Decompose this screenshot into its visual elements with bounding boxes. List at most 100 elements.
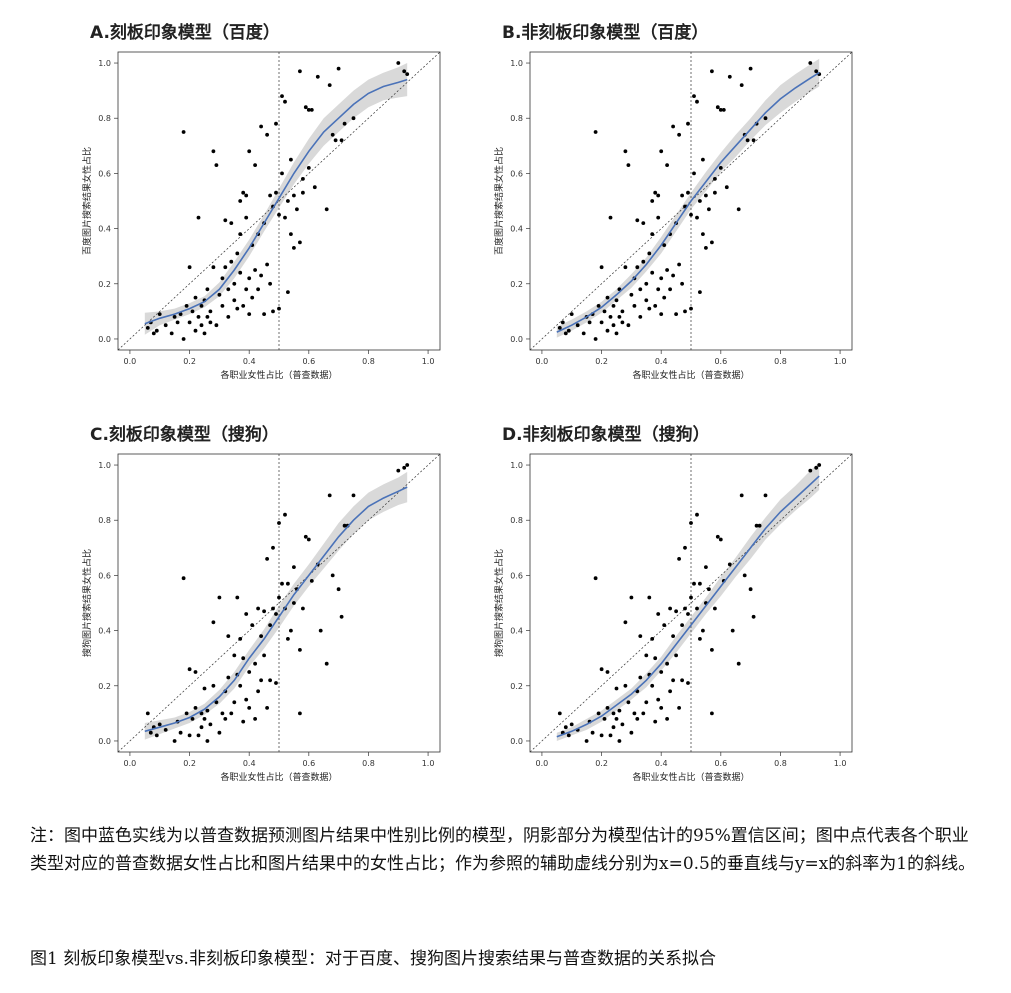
y-tick-label: 1.0 (98, 59, 111, 68)
data-point (763, 116, 768, 121)
data-point (814, 69, 819, 74)
data-point (172, 315, 177, 319)
data-point (286, 637, 290, 641)
data-point (298, 240, 302, 245)
fit-line (144, 78, 408, 325)
data-point (283, 215, 287, 220)
data-point (808, 61, 813, 65)
data-point (265, 132, 269, 137)
data-point (695, 215, 699, 220)
data-point (647, 251, 652, 256)
data-point (402, 465, 407, 470)
data-point (208, 309, 213, 314)
data-point (662, 623, 667, 627)
data-point (683, 606, 687, 611)
data-point (280, 94, 284, 98)
data-point (629, 595, 634, 600)
data-point (157, 722, 162, 727)
y-tick-label: 0.6 (510, 571, 523, 580)
data-point (274, 190, 278, 195)
data-point (680, 623, 684, 627)
chart-panel-a: A.刻板印象模型（百度） 0.0 0.2 0.4 0.6 0.8 1.0 0.0 0.2 0.4… (78, 18, 498, 418)
y-tick-label: 0.4 (98, 627, 111, 636)
data-point (172, 739, 177, 743)
data-point (623, 149, 628, 154)
data-point (330, 573, 335, 578)
data-point (286, 290, 290, 294)
data-point (214, 163, 219, 167)
data-point (187, 265, 192, 270)
data-point (336, 66, 341, 71)
data-point (641, 221, 646, 226)
data-point (396, 468, 401, 473)
data-point (563, 725, 568, 730)
y-tick-label: 0.4 (98, 225, 111, 234)
data-point (650, 683, 655, 688)
diagonal-reference-line (530, 454, 852, 752)
data-point (698, 199, 702, 203)
data-point (650, 637, 655, 641)
data-point (238, 683, 243, 688)
data-point (342, 121, 347, 126)
y-tick-label: 0.0 (510, 335, 523, 344)
y-tick-label: 0.0 (510, 737, 523, 746)
data-point (211, 683, 216, 688)
data-point (205, 315, 210, 319)
y-axis-label: 搜狗图片搜索结果女性占比 (81, 549, 93, 657)
data-point (154, 328, 159, 333)
data-point (641, 711, 646, 716)
data-point (560, 320, 565, 325)
y-tick-label: 0.8 (510, 516, 523, 525)
data-point (298, 711, 302, 716)
data-point (265, 557, 269, 561)
data-point (202, 331, 207, 336)
data-point (303, 534, 308, 539)
data-point (695, 99, 699, 104)
data-point (608, 733, 613, 738)
x-axis-label: 各职业女性占比（普查数据） (632, 771, 749, 783)
confidence-band (556, 58, 820, 338)
data-point (617, 708, 622, 713)
data-point (644, 281, 649, 286)
data-point (169, 331, 174, 336)
y-tick-label: 0.0 (98, 335, 111, 344)
data-point (247, 276, 252, 281)
data-point (710, 711, 714, 716)
data-point (303, 105, 308, 110)
data-point (283, 512, 287, 517)
data-point (662, 295, 667, 300)
data-point (727, 562, 732, 567)
x-tick-label: 1.0 (834, 357, 847, 366)
data-point (202, 686, 207, 691)
data-point (590, 730, 595, 735)
data-point (178, 730, 183, 735)
data-point (602, 717, 607, 721)
data-point (656, 612, 661, 616)
data-point (351, 493, 356, 498)
data-point (763, 493, 768, 498)
data-point (145, 711, 150, 716)
data-point (644, 298, 649, 303)
data-point (686, 121, 690, 126)
data-point (220, 711, 225, 716)
data-point (599, 320, 604, 325)
data-point (653, 190, 658, 195)
data-point (187, 320, 192, 325)
data-point (268, 678, 272, 683)
data-point (405, 463, 410, 467)
data-point (692, 94, 696, 98)
data-point (232, 298, 237, 303)
data-point (721, 108, 726, 112)
data-point (274, 612, 278, 616)
data-point (292, 565, 296, 569)
data-point (271, 309, 275, 314)
data-point (605, 295, 610, 300)
data-point (638, 634, 643, 638)
data-point (629, 292, 634, 297)
data-point (241, 719, 246, 724)
data-point (193, 670, 198, 674)
data-point (309, 108, 314, 112)
data-point (689, 595, 693, 600)
data-point (692, 581, 696, 586)
y-axis-label: 百度图片搜索结果女性占比 (493, 147, 505, 255)
